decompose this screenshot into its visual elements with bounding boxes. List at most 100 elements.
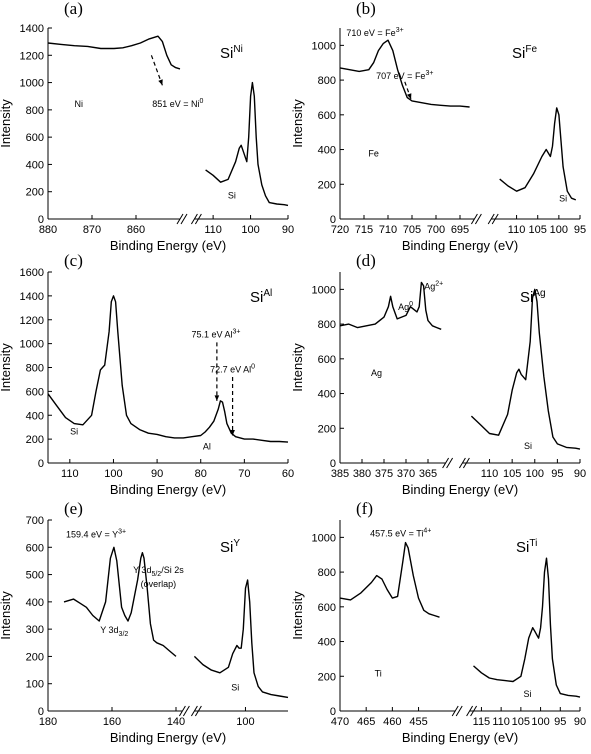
y-tick-label: 800 bbox=[26, 363, 44, 375]
annotation-sub: 3/2 bbox=[119, 631, 129, 638]
element-label: Si bbox=[228, 191, 236, 201]
panel-title-sup: Ni bbox=[233, 44, 242, 55]
y-tick-label: 1200 bbox=[20, 50, 44, 62]
annotation-label: Ag0 bbox=[398, 301, 413, 312]
x-tick-label: 110 bbox=[481, 468, 499, 480]
x-tick-label: 465 bbox=[357, 716, 375, 728]
x-tick-label: 110 bbox=[61, 468, 79, 480]
x-tick-label: 100 bbox=[241, 224, 259, 236]
annotation-sup: 3+ bbox=[118, 529, 126, 536]
x-tick-label: 460 bbox=[383, 716, 401, 728]
annotation-arrowhead bbox=[406, 93, 412, 100]
axis-break-mark bbox=[487, 213, 495, 225]
panel-title-sup: Y bbox=[233, 538, 240, 549]
x-tick-label: 90 bbox=[282, 224, 294, 236]
y-tick-label: 300 bbox=[26, 624, 44, 636]
y-tick-label: 600 bbox=[26, 132, 44, 144]
panel-title-base: Si bbox=[516, 539, 529, 556]
x-axis-label: Binding Energy (eV) bbox=[110, 238, 226, 253]
y-tick-label: 400 bbox=[26, 597, 44, 609]
y-tick-label: 600 bbox=[26, 386, 44, 398]
y-tick-label: 0 bbox=[330, 214, 336, 226]
axis-break-mark bbox=[194, 705, 202, 717]
spectrum-line-segment-2 bbox=[499, 107, 577, 201]
y-tick-label: 200 bbox=[318, 179, 336, 191]
y-tick-label: 600 bbox=[26, 542, 44, 554]
annotation-label: Ag2+ bbox=[424, 280, 443, 291]
x-tick-label: 700 bbox=[427, 224, 445, 236]
x-tick-label: 385 bbox=[331, 468, 349, 480]
y-tick-label: 0 bbox=[330, 458, 336, 470]
y-tick-label: 1400 bbox=[20, 291, 44, 303]
x-tick-label: 455 bbox=[409, 716, 427, 728]
x-tick-label: 100 bbox=[550, 224, 568, 236]
spectrum-line-segment-2 bbox=[193, 579, 289, 699]
y-tick-label: 1000 bbox=[20, 339, 44, 351]
panel-title: SiTi bbox=[516, 538, 537, 556]
y-tick-label: 1000 bbox=[312, 284, 336, 296]
axis-break-mark bbox=[178, 705, 186, 717]
spectrum-line-segment-1 bbox=[339, 281, 442, 330]
x-tick-label: 110 bbox=[492, 716, 510, 728]
y-tick-label: 200 bbox=[318, 423, 336, 435]
element-label: Ti bbox=[375, 668, 382, 678]
y-tick-label: 1400 bbox=[20, 23, 44, 35]
x-tick-label: 470 bbox=[331, 716, 349, 728]
x-tick-label: 80 bbox=[195, 468, 207, 480]
x-tick-label: 375 bbox=[375, 468, 393, 480]
annotation-sup: 0 bbox=[199, 98, 203, 105]
annotation-label: Y 3d5/2/Si 2s bbox=[133, 565, 184, 578]
x-tick-label: 95 bbox=[554, 716, 566, 728]
panel-title-base: Si bbox=[250, 289, 263, 306]
annotation-sup: 0 bbox=[251, 363, 255, 370]
annotation-text: Ag bbox=[424, 281, 435, 291]
y-tick-label: 400 bbox=[26, 159, 44, 171]
y-tick-label: 400 bbox=[318, 389, 336, 401]
annotation-text: 75.1 eV Al bbox=[191, 330, 232, 340]
annotation-text: Ag bbox=[398, 302, 409, 312]
panel-letter: (d) bbox=[356, 251, 376, 270]
annotation-arrowhead bbox=[214, 395, 220, 401]
axis-break-mark bbox=[446, 457, 454, 469]
panel-title-base: Si bbox=[520, 289, 533, 306]
axis-break-mark bbox=[442, 457, 450, 469]
y-tick-label: 200 bbox=[26, 651, 44, 663]
axis-break-mark bbox=[458, 457, 466, 469]
panel-f: 0 200 400 600 800 1000 470 465 460 455 115 110 105 10… bbox=[290, 499, 586, 745]
x-tick-label: 370 bbox=[397, 468, 415, 480]
x-tick-label: 95 bbox=[551, 468, 563, 480]
x-tick-label: 100 bbox=[104, 468, 122, 480]
y-tick-label: 0 bbox=[330, 706, 336, 718]
y-tick-label: 0 bbox=[38, 214, 44, 226]
panel-title-sup: Ag bbox=[533, 288, 545, 299]
element-label: Si bbox=[559, 194, 567, 204]
y-tick-label: 1000 bbox=[312, 40, 336, 52]
y-tick-label: 800 bbox=[318, 319, 336, 331]
axis-break-mark bbox=[466, 705, 474, 717]
axis-break-mark bbox=[190, 705, 198, 717]
annotation-after: /Si 2s bbox=[161, 565, 184, 575]
y-axis-label: Intensity bbox=[0, 99, 13, 148]
annotation-arrow bbox=[150, 55, 163, 86]
panel-title-base: Si bbox=[220, 45, 233, 62]
annotation-sup: 2+ bbox=[435, 280, 443, 287]
axis-break-mark bbox=[470, 705, 478, 717]
annotation-label: Y 3d3/2 bbox=[100, 625, 128, 638]
panel-title: SiY bbox=[220, 538, 240, 556]
y-tick-label: 0 bbox=[38, 458, 44, 470]
element-label: Si bbox=[231, 683, 239, 693]
y-axis-label: Intensity bbox=[290, 591, 305, 640]
axis-break-mark bbox=[474, 213, 482, 225]
x-tick-label: 90 bbox=[151, 468, 163, 480]
annotation-text: 851 eV = Ni bbox=[152, 99, 199, 109]
y-tick-label: 0 bbox=[38, 706, 44, 718]
axis-break-mark bbox=[455, 705, 463, 717]
x-tick-label: 720 bbox=[331, 224, 349, 236]
y-tick-label: 700 bbox=[26, 515, 44, 527]
panel-title: SiFe bbox=[512, 44, 537, 62]
y-axis-label: Intensity bbox=[290, 99, 305, 148]
annotation-text: Y 3d bbox=[133, 565, 151, 575]
annotation-arrowhead bbox=[158, 79, 163, 86]
y-axis-label: Intensity bbox=[0, 591, 13, 640]
